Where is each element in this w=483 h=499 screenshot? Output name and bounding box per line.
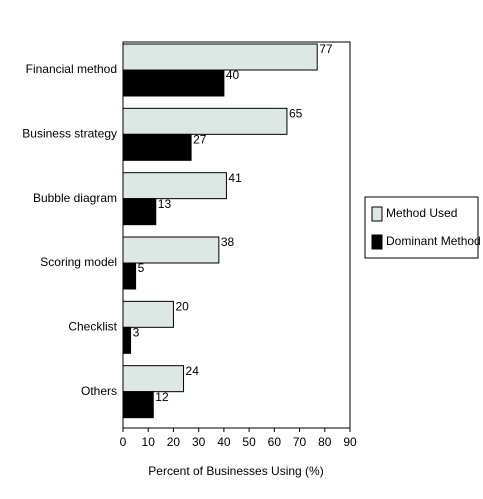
bar: [122, 236, 220, 264]
bar: [122, 198, 157, 226]
x-tick-label: 70: [293, 435, 307, 449]
value-label: 77: [319, 42, 333, 56]
x-tick-label: 0: [120, 435, 127, 449]
y-tick-label: Bubble diagram: [33, 191, 117, 205]
y-tick-label: Others: [81, 384, 117, 398]
x-tick-label: 30: [192, 435, 206, 449]
x-tick-label: 90: [343, 435, 357, 449]
bar: [122, 133, 192, 161]
x-tick-label: 20: [167, 435, 181, 449]
bar: [122, 107, 288, 135]
legend-swatch: [371, 234, 383, 250]
legend-label: Method Used: [386, 206, 457, 220]
legend-swatch: [371, 206, 383, 222]
legend-box: [364, 196, 479, 259]
bar: [122, 69, 225, 97]
value-label: 5: [138, 261, 145, 275]
value-label: 3: [133, 326, 140, 340]
value-label: 40: [226, 68, 240, 82]
bar: [122, 365, 185, 393]
y-tick-label: Business strategy: [22, 127, 117, 141]
x-tick-label: 40: [217, 435, 231, 449]
value-label: 38: [221, 235, 235, 249]
x-tick-label: 10: [142, 435, 156, 449]
bar: [122, 262, 137, 290]
bar: [122, 326, 132, 354]
y-tick-label: Checklist: [68, 320, 117, 334]
plot-frame: [122, 41, 351, 429]
x-tick-label: 60: [268, 435, 282, 449]
value-label: 27: [193, 133, 207, 147]
value-label: 65: [289, 107, 303, 121]
y-tick-label: Scoring model: [40, 255, 117, 269]
x-axis-label: Percent of Businesses Using (%): [148, 464, 323, 478]
bar: [122, 43, 318, 71]
y-tick-label: Financial method: [26, 62, 117, 76]
bar: [122, 300, 174, 328]
value-label: 13: [158, 197, 172, 211]
value-label: 12: [155, 390, 169, 404]
bar: [122, 391, 154, 419]
legend-label: Dominant Method: [386, 234, 481, 248]
value-label: 41: [228, 171, 242, 185]
x-tick-label: 50: [242, 435, 256, 449]
value-label: 20: [175, 300, 189, 314]
bar: [122, 172, 227, 200]
x-tick-label: 80: [318, 435, 332, 449]
value-label: 24: [186, 364, 200, 378]
